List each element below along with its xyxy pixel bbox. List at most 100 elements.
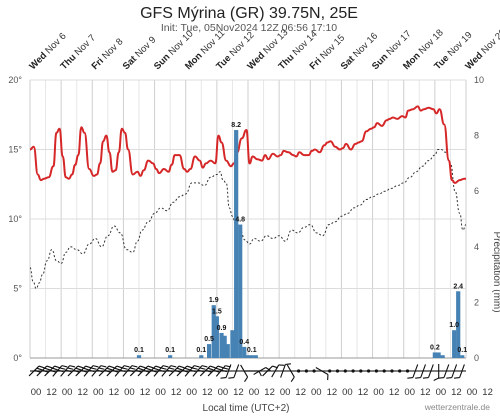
wind-barb-feather xyxy=(36,367,43,371)
precipitation-bar xyxy=(436,352,441,358)
wind-calm-dot xyxy=(398,369,402,373)
wind-barb-staff xyxy=(137,365,149,377)
wind-barb xyxy=(106,365,123,377)
wind-barb xyxy=(398,369,402,373)
wind-barb-staff xyxy=(60,365,71,377)
wind-barb-feather xyxy=(221,369,228,373)
wind-barb-feather xyxy=(129,367,136,370)
wind-barb-feather xyxy=(73,369,80,373)
precipitation-bar xyxy=(211,305,216,358)
day-date: Nov 15 xyxy=(318,33,347,62)
credit-text: wetterzentrale.de xyxy=(424,402,490,412)
wind-barb-staff xyxy=(83,365,94,377)
wind-barb-feather xyxy=(147,365,154,369)
wind-barb-feather xyxy=(98,367,105,370)
wind-barb xyxy=(262,365,278,377)
wind-barb-feather xyxy=(108,365,115,369)
day-date: Nov 20 xyxy=(479,27,500,56)
wind-barb-feather xyxy=(69,365,76,368)
y-right-tick-label: 2 xyxy=(474,297,479,307)
x-axis-hour-ticks: 00 12 00 12 00 12 00 12 00 12 00 12 00 12 00 12 00 12 00 12… xyxy=(31,387,493,398)
wind-calm-dot xyxy=(359,369,363,373)
wind-barb xyxy=(367,369,371,373)
precipitation-bar xyxy=(225,344,230,358)
wind-barb-staff xyxy=(192,365,203,377)
wind-barb-feather xyxy=(59,367,66,370)
wind-barb-feather xyxy=(166,369,173,373)
hour-tick-label: 12 xyxy=(482,387,493,398)
wind-calm-dot xyxy=(405,369,410,373)
precipitation-data-label: 0.1 xyxy=(457,347,467,354)
wind-barb xyxy=(91,365,107,377)
hour-tick-label: 00 xyxy=(62,387,73,398)
wind-barb-staff xyxy=(75,365,87,377)
wind-barb xyxy=(335,369,340,373)
wind-barb-feather xyxy=(54,365,61,369)
wind-barb-feather xyxy=(213,369,220,373)
wind-barb xyxy=(433,364,440,381)
precipitation-data-label: 8.2 xyxy=(231,122,241,129)
wind-barb-staff xyxy=(315,367,329,375)
wind-barb xyxy=(271,364,285,378)
hour-tick-label: 00 xyxy=(155,387,166,398)
wind-barb-staff xyxy=(443,364,450,378)
precipitation-data-label: 4.8 xyxy=(235,217,245,224)
wind-barb-feather xyxy=(223,367,229,370)
wind-barb-feather xyxy=(90,367,97,370)
wind-barb-staff xyxy=(215,365,226,377)
precipitation-data-label: 1.0 xyxy=(449,322,459,329)
wind-barb-feather xyxy=(155,365,162,369)
wind-calm-dot xyxy=(351,369,355,373)
hour-tick-label: 00 xyxy=(186,387,197,398)
wind-barb-staff xyxy=(52,365,63,377)
wind-barb xyxy=(286,364,295,383)
day-date: Nov 7 xyxy=(73,33,98,58)
y-right-tick-label: 4 xyxy=(474,242,479,252)
wind-barb-feather xyxy=(137,367,144,371)
wind-barb-staff xyxy=(240,364,249,378)
precipitation-bar xyxy=(230,330,235,358)
wind-calm-dot xyxy=(312,369,316,373)
wind-barb-feather xyxy=(174,369,181,373)
wind-calm-dot xyxy=(374,369,378,373)
wind-barb-feather xyxy=(65,369,72,373)
wind-barb xyxy=(192,365,208,377)
wind-barb-staff xyxy=(91,365,102,377)
y-axis-right-ticks: 0 2 4 6 8 10 xyxy=(474,75,484,363)
precipitation-data-label: 0.1 xyxy=(134,347,144,354)
wind-barb-feather xyxy=(34,369,41,373)
hour-tick-label: 12 xyxy=(46,387,57,398)
wind-barb-feather xyxy=(186,365,193,369)
wind-barb-staff xyxy=(176,365,188,377)
wind-barb-staff xyxy=(44,365,55,377)
wind-barb-feather xyxy=(159,369,165,373)
wind-barb-feather xyxy=(201,365,208,368)
precipitation-bar xyxy=(456,291,461,358)
wind-barb-feather xyxy=(106,367,113,371)
wind-barb-feather xyxy=(176,367,183,371)
chart-subtitle: Init: Tue, 05Nov2024 12Z 06:56 17:10 xyxy=(161,22,337,34)
wind-barb xyxy=(161,365,177,377)
hour-tick-label: 12 xyxy=(140,387,151,398)
chart-title: GFS Mýrina (GR) 39.75N, 25E xyxy=(140,5,358,22)
wind-barb-feather xyxy=(215,367,222,371)
wind-barb-feather xyxy=(104,369,111,373)
precipitation-data-label: 2.4 xyxy=(453,283,463,290)
wind-barb xyxy=(36,365,53,377)
hour-tick-label: 12 xyxy=(233,387,244,398)
hour-tick-label: 00 xyxy=(218,387,229,398)
y-right-tick-label: 8 xyxy=(474,131,479,141)
wind-barb-feather xyxy=(220,377,227,379)
hour-tick-label: 12 xyxy=(77,387,88,398)
wind-barb-feather xyxy=(100,365,107,368)
wind-barb xyxy=(98,365,115,377)
wind-barb-feather xyxy=(131,365,138,368)
wind-barb-staff xyxy=(153,365,164,377)
wind-calm-dot xyxy=(382,369,386,373)
wind-barb-feather xyxy=(182,369,189,373)
wind-barb-feather xyxy=(42,369,48,373)
y-left-tick-label: 0° xyxy=(13,353,22,363)
day-date: Nov 9 xyxy=(133,34,158,59)
precipitation-bar xyxy=(234,130,239,358)
